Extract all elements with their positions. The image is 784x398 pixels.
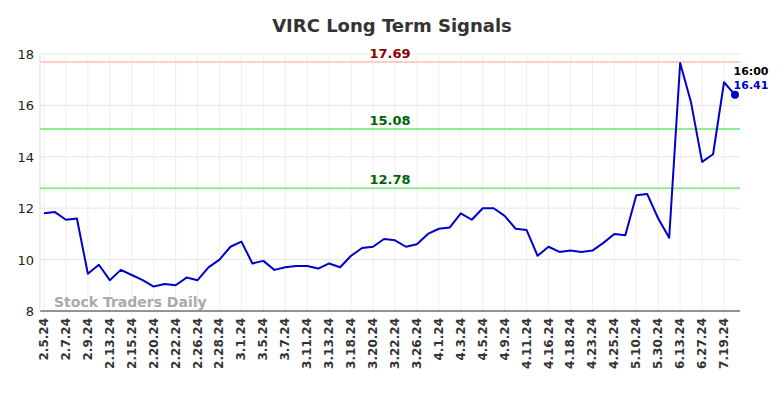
x-tick-label: 4.5.24 bbox=[476, 318, 490, 361]
x-tick-label: 4.1.24 bbox=[432, 318, 446, 361]
x-tick-label: 6.27.24 bbox=[695, 318, 709, 369]
x-tick-label: 3.20.24 bbox=[366, 318, 380, 369]
reference-line bbox=[40, 187, 740, 189]
grid-line bbox=[263, 54, 264, 311]
grid-line bbox=[197, 54, 198, 311]
x-tick-label: 4.11.24 bbox=[520, 318, 534, 369]
grid-line bbox=[724, 54, 725, 311]
grid-line bbox=[680, 54, 681, 311]
grid-line bbox=[40, 311, 740, 312]
x-tick-label: 2.28.24 bbox=[212, 318, 226, 369]
x-tick-label: 3.13.24 bbox=[322, 318, 336, 369]
reference-line bbox=[40, 128, 740, 130]
x-tick-label: 6.13.24 bbox=[673, 318, 687, 369]
y-tick-label: 12 bbox=[17, 201, 34, 216]
grid-line bbox=[482, 54, 483, 311]
watermark: Stock Traders Daily bbox=[54, 294, 207, 310]
x-tick-label: 2.13.24 bbox=[103, 318, 117, 369]
grid-line bbox=[636, 54, 637, 311]
x-tick-label: 7.19.24 bbox=[717, 318, 731, 369]
grid-line bbox=[614, 54, 615, 311]
x-tick-label: 3.22.24 bbox=[388, 318, 402, 369]
x-tick-label: 3.1.24 bbox=[234, 318, 248, 361]
grid-line bbox=[40, 105, 740, 106]
x-tick-label: 2.15.24 bbox=[125, 318, 139, 369]
grid-line bbox=[329, 54, 330, 311]
x-tick-label: 4.9.24 bbox=[498, 318, 512, 361]
grid-line bbox=[438, 54, 439, 311]
title: VIRC Long Term Signals bbox=[272, 15, 512, 36]
grid-line bbox=[40, 208, 740, 209]
grid-line bbox=[351, 54, 352, 311]
grid-line bbox=[307, 54, 308, 311]
reference-label: 12.78 bbox=[369, 172, 410, 187]
y-tick-label: 8 bbox=[26, 304, 34, 319]
y-tick-label: 18 bbox=[17, 47, 34, 62]
x-tick-label: 4.23.24 bbox=[585, 318, 599, 369]
grid-line bbox=[548, 54, 549, 311]
reference-label: 15.08 bbox=[369, 113, 410, 128]
last-value: 16.41 bbox=[734, 79, 769, 92]
y-tick-label: 16 bbox=[17, 98, 34, 113]
grid-line bbox=[40, 156, 740, 157]
grid-line bbox=[460, 54, 461, 311]
grid-line bbox=[153, 54, 154, 311]
last-point bbox=[731, 91, 739, 99]
x-tick-label: 2.7.24 bbox=[59, 318, 73, 361]
grid-line bbox=[285, 54, 286, 311]
grid-line bbox=[570, 54, 571, 311]
reference-lines bbox=[40, 62, 740, 188]
x-tick-label: 3.11.24 bbox=[300, 318, 314, 369]
chart: 8 10 12 14 16 18 2.5.24 2.7.24 2.9.24 2.13.24 2.15… bbox=[0, 0, 784, 398]
grid-line bbox=[504, 54, 505, 311]
x-tick-label: 2.26.24 bbox=[191, 318, 205, 369]
reference-line bbox=[40, 61, 740, 63]
x-tick-label: 2.22.24 bbox=[169, 318, 183, 369]
series bbox=[44, 63, 739, 287]
grid-line bbox=[40, 259, 740, 260]
grid-line bbox=[175, 54, 176, 311]
x-tick-label: 4.3.24 bbox=[454, 318, 468, 361]
x-tick-label: 2.20.24 bbox=[147, 318, 161, 369]
grid-line bbox=[109, 54, 110, 311]
grid-line bbox=[526, 54, 527, 311]
x-tick-label: 5.10.24 bbox=[629, 318, 643, 369]
x-tick-label: 3.7.24 bbox=[278, 318, 292, 361]
grid-line bbox=[592, 54, 593, 311]
last-time: 16:00 bbox=[733, 65, 768, 78]
x-tick-label: 5.30.24 bbox=[651, 318, 665, 369]
y-tick-label: 14 bbox=[17, 150, 34, 165]
grid-line bbox=[65, 54, 66, 311]
grid-line bbox=[416, 54, 417, 311]
grid-line bbox=[702, 54, 703, 311]
grid-line bbox=[131, 54, 132, 311]
grid-line bbox=[658, 54, 659, 311]
x-tick-label: 3.5.24 bbox=[256, 318, 270, 361]
x-tick-label: 2.5.24 bbox=[37, 318, 51, 361]
x-tick-label: 2.9.24 bbox=[81, 318, 95, 361]
y-axis bbox=[40, 54, 41, 311]
grid-line bbox=[219, 54, 220, 311]
x-tick-label: 3.26.24 bbox=[410, 318, 424, 369]
x-tick-label: 4.16.24 bbox=[542, 318, 556, 369]
price-line bbox=[44, 63, 735, 287]
x-tick-label: 3.18.24 bbox=[344, 318, 358, 369]
x-tick-label: 4.18.24 bbox=[563, 318, 577, 369]
x-axis bbox=[40, 311, 740, 312]
x-tick-label: 4.25.24 bbox=[607, 318, 621, 369]
grid-line bbox=[44, 54, 45, 311]
y-tick-label: 10 bbox=[17, 253, 34, 268]
grid-line bbox=[241, 54, 242, 311]
reference-label: 17.69 bbox=[369, 46, 410, 61]
